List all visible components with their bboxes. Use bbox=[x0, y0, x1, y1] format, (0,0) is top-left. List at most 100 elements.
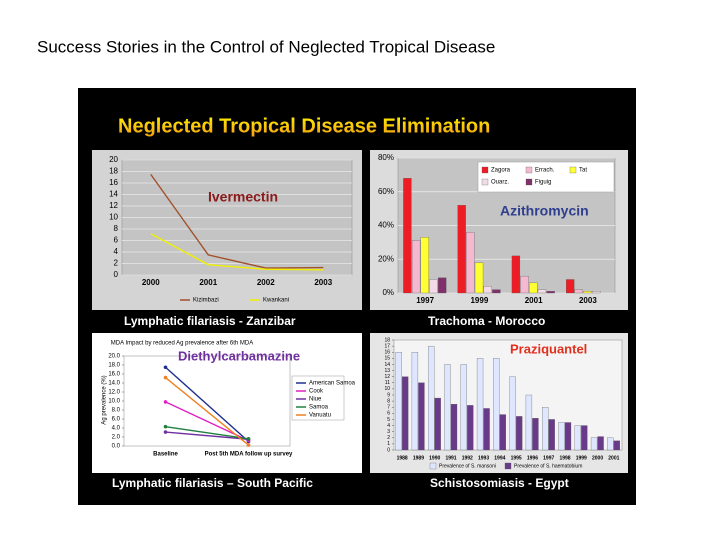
x-tick-label: Baseline bbox=[153, 452, 178, 458]
bar bbox=[420, 237, 429, 294]
x-tick-label: 2002 bbox=[257, 278, 275, 287]
point bbox=[163, 430, 168, 434]
x-tick-label: 1989 bbox=[413, 455, 424, 461]
page-title: Success Stories in the Control of Neglec… bbox=[37, 37, 495, 56]
bar bbox=[558, 422, 565, 451]
bar bbox=[532, 418, 539, 451]
y-tick-label: 20% bbox=[378, 254, 394, 263]
point bbox=[163, 375, 168, 380]
y-tick-label: 2 bbox=[387, 435, 390, 441]
bar bbox=[395, 352, 402, 451]
x-tick-label: 1998 bbox=[559, 455, 570, 461]
bar bbox=[537, 289, 547, 294]
chart-caption: Schistosomiasis - Egypt bbox=[430, 476, 569, 490]
chart-caption: Lymphatic filariasis - Zanzibar bbox=[124, 314, 296, 328]
y-tick-label: 15 bbox=[384, 356, 390, 362]
legend-label: Prevalence of S. mansoni bbox=[439, 463, 496, 469]
bar bbox=[466, 232, 475, 294]
bar bbox=[450, 404, 458, 451]
bar bbox=[483, 286, 492, 294]
y-tick-label: 5 bbox=[387, 417, 390, 423]
y-tick-label: 6 bbox=[114, 236, 119, 245]
bar bbox=[546, 291, 555, 294]
annotation: Azithromycin bbox=[500, 203, 589, 219]
x-tick-label: Post 5th MDA follow up survey bbox=[205, 452, 293, 458]
y-tick-label: 4 bbox=[114, 247, 119, 256]
x-tick-label: 2000 bbox=[592, 455, 603, 461]
legend-swatch bbox=[569, 166, 577, 174]
bar bbox=[467, 405, 474, 451]
legend-swatch bbox=[481, 178, 489, 186]
bar bbox=[429, 279, 438, 294]
bar bbox=[499, 414, 507, 451]
legend-swatch bbox=[481, 166, 489, 174]
point bbox=[163, 424, 168, 429]
y-tick-label: 40% bbox=[378, 221, 394, 230]
bar bbox=[483, 408, 490, 451]
y-axis-label: Ag prevalence (%) bbox=[102, 375, 108, 424]
bar bbox=[511, 255, 521, 294]
legend-label: Cook bbox=[309, 389, 324, 395]
bar bbox=[418, 382, 425, 451]
bar bbox=[474, 262, 484, 294]
x-tick-label: 1995 bbox=[511, 455, 522, 461]
y-tick-label: 8 bbox=[387, 398, 390, 404]
bar bbox=[564, 422, 572, 451]
bar bbox=[607, 437, 614, 451]
legend-swatch bbox=[525, 166, 533, 174]
y-tick-label: 14 bbox=[384, 362, 390, 368]
bar bbox=[476, 358, 484, 451]
x-tick-label: 1997 bbox=[416, 296, 434, 305]
y-tick-label: 18.0 bbox=[108, 363, 120, 369]
bar bbox=[492, 289, 501, 294]
series-line bbox=[165, 377, 249, 446]
y-tick-label: 1 bbox=[387, 441, 390, 447]
y-tick-label: 20 bbox=[109, 155, 118, 164]
x-tick-label: 2003 bbox=[314, 278, 332, 287]
y-tick-label: 60% bbox=[378, 187, 394, 196]
x-tick-label: 2001 bbox=[199, 278, 217, 287]
bar bbox=[460, 364, 467, 451]
chart-caption: Lymphatic filariasis – South Pacific bbox=[112, 476, 313, 490]
legend-label: Niue bbox=[309, 397, 322, 403]
x-tick-label: 1996 bbox=[527, 455, 538, 461]
x-tick-label: 2001 bbox=[525, 296, 543, 305]
y-tick-label: 3 bbox=[387, 429, 390, 435]
x-tick-label: 1990 bbox=[429, 455, 440, 461]
legend-label: Errach. bbox=[535, 168, 555, 174]
y-tick-label: 4.0 bbox=[112, 426, 121, 432]
y-tick-label: 18 bbox=[384, 337, 390, 343]
chart-caption: Trachoma - Morocco bbox=[428, 314, 545, 328]
bar bbox=[411, 240, 421, 294]
x-tick-label: 2003 bbox=[579, 296, 597, 305]
y-tick-label: 9 bbox=[387, 392, 390, 398]
bar bbox=[428, 345, 435, 451]
plot-area bbox=[123, 355, 291, 447]
bar bbox=[403, 178, 412, 294]
y-tick-label: 6 bbox=[387, 411, 390, 417]
legend-swatch bbox=[504, 462, 512, 470]
chart-title: MDA Impact by reduced Ag prevalence afte… bbox=[111, 341, 253, 347]
bar bbox=[509, 376, 516, 451]
annotation: Ivermectin bbox=[208, 189, 278, 205]
bar bbox=[590, 437, 598, 451]
bar bbox=[493, 358, 500, 451]
y-tick-label: 12 bbox=[384, 374, 390, 380]
series-line bbox=[165, 425, 249, 440]
y-tick-label: 10 bbox=[109, 213, 118, 222]
point bbox=[246, 437, 251, 441]
bar bbox=[411, 352, 419, 451]
bar bbox=[566, 279, 575, 294]
bar bbox=[529, 282, 538, 294]
bar bbox=[581, 425, 588, 451]
series-line bbox=[165, 366, 249, 443]
y-tick-label: 10 bbox=[384, 386, 390, 392]
legend-label: Prevalence of S. haematobium bbox=[514, 463, 582, 469]
x-tick-label: 1991 bbox=[445, 455, 456, 461]
y-tick-label: 20.0 bbox=[108, 354, 120, 360]
y-tick-label: 0% bbox=[382, 288, 394, 297]
y-tick-label: 2 bbox=[114, 259, 119, 268]
x-tick-label: 1993 bbox=[478, 455, 489, 461]
bar bbox=[592, 291, 601, 294]
bar bbox=[525, 394, 533, 451]
